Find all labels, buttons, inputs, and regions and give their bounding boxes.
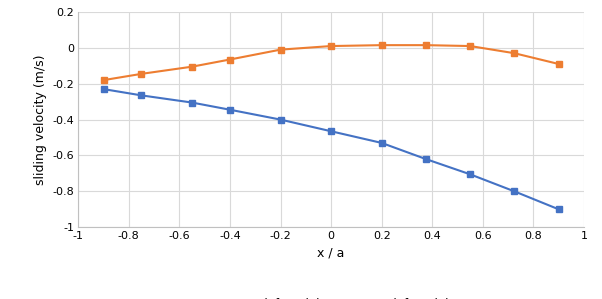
6 dof model (277, 48, 284, 51)
Legend: 2 dof model, 6 dof model: 2 dof model, 6 dof model (209, 293, 453, 299)
Y-axis label: sliding velocity (m/s): sliding velocity (m/s) (34, 54, 47, 185)
6 dof model (467, 44, 474, 48)
X-axis label: x / a: x / a (317, 247, 345, 260)
2 dof model (467, 173, 474, 176)
2 dof model (422, 157, 429, 161)
2 dof model (277, 118, 284, 121)
6 dof model (510, 51, 518, 55)
6 dof model (327, 44, 335, 48)
6 dof model (100, 78, 107, 82)
2 dof model (226, 108, 234, 112)
2 dof model (378, 141, 385, 145)
2 dof model (138, 94, 145, 97)
6 dof model (378, 43, 385, 47)
2 dof model (327, 129, 335, 133)
2 dof model (100, 87, 107, 91)
6 dof model (188, 65, 196, 68)
6 dof model (555, 62, 562, 66)
2 dof model (555, 208, 562, 211)
Line: 2 dof model: 2 dof model (101, 86, 562, 212)
6 dof model (226, 58, 234, 61)
6 dof model (422, 43, 429, 47)
2 dof model (510, 190, 518, 193)
6 dof model (138, 72, 145, 76)
Line: 6 dof model: 6 dof model (101, 42, 562, 83)
2 dof model (188, 101, 196, 104)
